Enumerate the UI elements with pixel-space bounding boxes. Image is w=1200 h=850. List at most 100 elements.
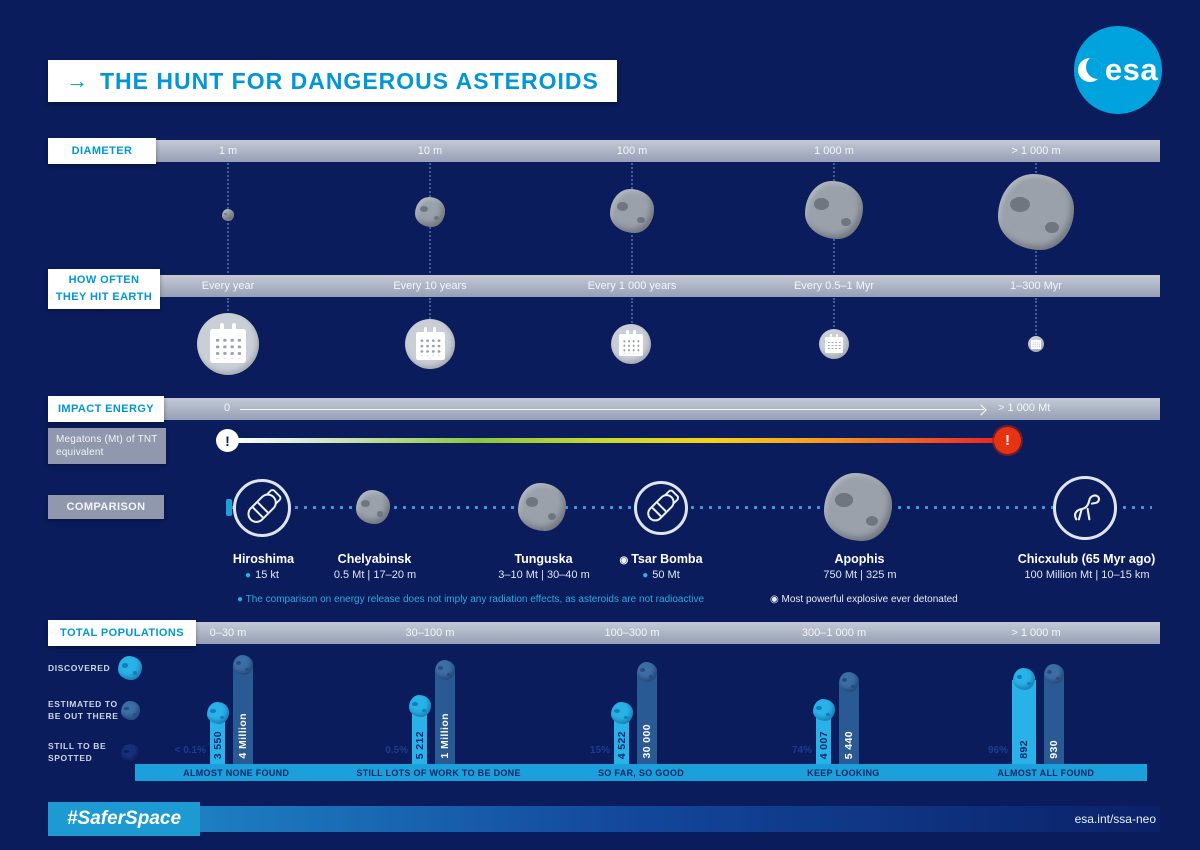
population-caption: SO FAR, SO GOOD — [597, 767, 684, 778]
diameter-ticks: 1 m 10 m 100 m 1 000 m > 1 000 m — [127, 140, 1137, 162]
asteroid-icon — [824, 473, 892, 541]
diameter-label: DIAMETER — [48, 138, 156, 164]
asteroid-1000m-icon — [805, 181, 863, 239]
discovered-bar: 3 550 — [206, 702, 229, 764]
comparison-item-tsar-bomba: ◉ Tsar Bomba ● 50 Mt — [576, 468, 746, 581]
calendar-icon — [1028, 336, 1044, 352]
populations-label: TOTAL POPULATIONS — [48, 620, 196, 646]
comparison-line-start-marker — [226, 499, 232, 516]
estimated-bar: 4 Million — [233, 655, 253, 764]
discovered-value: 3 550 — [211, 730, 224, 759]
calendar-icon — [405, 319, 455, 369]
comparison-name: Apophis — [834, 552, 885, 566]
estimated-legend-icon — [121, 701, 140, 720]
discovered-asteroid-icon — [408, 695, 431, 717]
footer-gradient-bar — [198, 806, 1160, 832]
page-title: THE HUNT FOR DANGEROUS ASTEROIDS — [100, 67, 599, 94]
population-group-0-30m: < 0.1% 3 550 4 Million — [175, 634, 253, 764]
frequency-label-line1: HOW OFTEN — [68, 274, 140, 286]
discovered-value: 5 212 — [413, 730, 426, 759]
population-caption: ALMOST ALL FOUND — [997, 767, 1095, 778]
discovered-percent: 74% — [791, 745, 812, 756]
frequency-tick: Every 0.5–1 Myr — [793, 280, 875, 292]
discovered-legend-icon — [118, 656, 142, 680]
discovered-percent: < 0.1% — [174, 745, 206, 756]
comparison-item-chelyabinsk: Chelyabinsk 0.5 Mt | 17–20 m — [288, 468, 458, 581]
energy-gradient-line — [228, 438, 1008, 443]
arrow-icon: → — [66, 68, 88, 93]
guide-dotted-line — [833, 298, 835, 342]
comparison-item-chicxulub: Chicxulub (65 Myr ago) 100 Million Mt | … — [1000, 468, 1170, 581]
diameter-tick: 1 000 m — [814, 145, 854, 157]
population-range-tick: 300–1 000 m — [801, 627, 867, 639]
calendar-icon — [611, 324, 651, 364]
discovered-asteroid-icon — [206, 702, 229, 724]
comparison-detail: ● 15 kt — [245, 569, 279, 581]
diameter-tick: 10 m — [417, 145, 443, 157]
energy-label: IMPACT ENERGY — [48, 396, 164, 422]
frequency-tick: 1–300 Myr — [1010, 280, 1062, 292]
diameter-band: 1 m 10 m 100 m 1 000 m > 1 000 m — [48, 140, 1160, 162]
estimated-asteroid-icon — [435, 660, 455, 680]
comparison-detail: 750 Mt | 325 m — [823, 569, 897, 581]
comparison-item-tunguska: Tunguska 3–10 Mt | 30–40 m — [457, 468, 627, 581]
population-caption: ALMOST NONE FOUND — [183, 767, 290, 778]
population-group-30-100m: 0.5% 5 212 1 Million — [385, 634, 455, 764]
population-range-tick: 30–100 m — [405, 627, 455, 639]
population-group-100-300m: 15% 4 522 30 000 — [590, 634, 657, 764]
population-group-gt1000m: 96% 892 930 — [988, 634, 1064, 764]
comparison-detail: 0.5 Mt | 17–20 m — [333, 569, 417, 581]
comparison-name: Hiroshima — [232, 552, 295, 566]
comparison-detail: ● 50 Mt — [642, 569, 680, 581]
estimated-value: 30 000 — [641, 724, 653, 759]
guide-dotted-line — [1035, 298, 1037, 342]
comparison-detail: 3–10 Mt | 30–40 m — [498, 569, 590, 581]
comparison-name: Chicxulub (65 Myr ago) — [1017, 552, 1156, 566]
estimated-value: 5 440 — [843, 730, 855, 759]
energy-scale-end: > 1 000 Mt — [998, 402, 1051, 414]
esa-globe-icon — [1077, 58, 1102, 82]
bomb-icon — [634, 481, 688, 535]
comparison-item-apophis: Apophis 750 Mt | 325 m — [773, 468, 943, 581]
population-range-tick: 100–300 m — [604, 627, 660, 639]
esa-logo-text: esa — [1104, 52, 1159, 87]
asteroid-icon — [518, 483, 566, 531]
frequency-band: Every year Every 10 years Every 1 000 ye… — [48, 275, 1160, 297]
estimated-value: 1 Million — [439, 713, 451, 759]
discovered-value: 4 522 — [615, 730, 628, 759]
diameter-tick: 100 m — [616, 145, 648, 157]
legend-discovered: DISCOVERED — [48, 663, 111, 673]
comparison-name: ◉ Tsar Bomba — [619, 552, 703, 566]
diameter-tick: 1 m — [218, 145, 238, 157]
asteroid-1m-icon — [222, 209, 234, 221]
footer-url: esa.int/ssa-neo — [1074, 812, 1156, 826]
comparison-name: Chelyabinsk — [337, 552, 412, 566]
estimated-bar: 930 — [1044, 664, 1064, 764]
discovered-asteroid-icon — [610, 702, 633, 724]
population-group-300-1000m: 74% 4 007 5 440 — [792, 634, 859, 764]
asteroid-100m-icon — [610, 189, 654, 233]
legend-estimated: ESTIMATED TO BE OUT THERE — [48, 699, 119, 721]
estimated-asteroid-icon — [233, 655, 253, 675]
estimated-asteroid-icon — [1044, 664, 1064, 684]
discovered-percent: 96% — [987, 745, 1008, 756]
frequency-tick: Every year — [201, 280, 255, 292]
populations-band: 0–30 m 30–100 m 100–300 m 300–1 000 m > … — [48, 622, 1160, 644]
frequency-tick: Every 1 000 years — [587, 280, 677, 292]
discovered-bar: 4 007 — [812, 699, 835, 764]
estimated-bar: 1 Million — [435, 660, 455, 764]
comparison-dotted-line — [232, 506, 1152, 509]
title-banner: → THE HUNT FOR DANGEROUS ASTEROIDS — [48, 60, 617, 102]
discovered-value: 4 007 — [817, 730, 830, 759]
population-caption: STILL LOTS OF WORK TO BE DONE — [356, 767, 521, 778]
estimated-value: 4 Million — [237, 713, 249, 759]
dinosaur-icon — [1053, 476, 1117, 540]
energy-scale-arrow — [240, 409, 984, 410]
population-range-tick: > 1 000 m — [1011, 627, 1061, 639]
still-to-spot-legend-icon — [121, 744, 140, 763]
radiation-footnote: ● The comparison on energy release does … — [237, 594, 705, 605]
discovered-percent: 0.5% — [385, 745, 408, 756]
comparison-label: COMPARISON — [48, 495, 164, 519]
asteroid-icon — [356, 490, 390, 524]
